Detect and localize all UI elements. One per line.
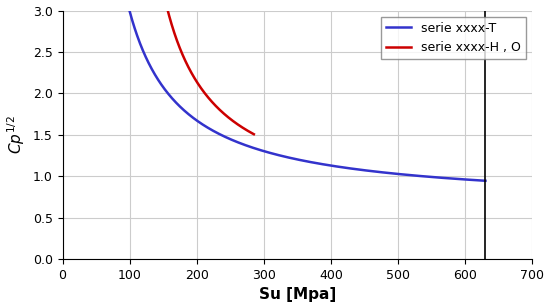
serie xxxx-T: [404, 173, 410, 177]
serie xxxx-H , O: [189, 71, 195, 75]
serie xxxx-T: [270, 152, 277, 156]
serie xxxx-H , O: [251, 132, 257, 136]
serie xxxx-H , O: [177, 48, 184, 52]
Y-axis label: $Cp^{1/2}$: $Cp^{1/2}$: [6, 116, 28, 154]
serie xxxx-T: [163, 89, 169, 93]
serie xxxx-H , O: [167, 19, 174, 23]
serie xxxx-T: [410, 174, 417, 177]
Legend: serie xxxx-T, serie xxxx-H , O: serie xxxx-T, serie xxxx-H , O: [381, 17, 526, 59]
serie xxxx-T: [126, 10, 133, 13]
Line: serie xxxx-H , O: serie xxxx-H , O: [167, 6, 254, 134]
serie xxxx-T: [283, 155, 290, 159]
serie xxxx-H , O: [181, 56, 188, 60]
serie xxxx-H , O: [198, 87, 205, 91]
X-axis label: Su [Mpa]: Su [Mpa]: [259, 287, 336, 302]
serie xxxx-H , O: [200, 90, 207, 94]
serie xxxx-H , O: [163, 5, 170, 8]
Line: serie xxxx-T: serie xxxx-T: [130, 11, 486, 181]
serie xxxx-T: [371, 169, 377, 173]
serie xxxx-T: [482, 179, 489, 183]
